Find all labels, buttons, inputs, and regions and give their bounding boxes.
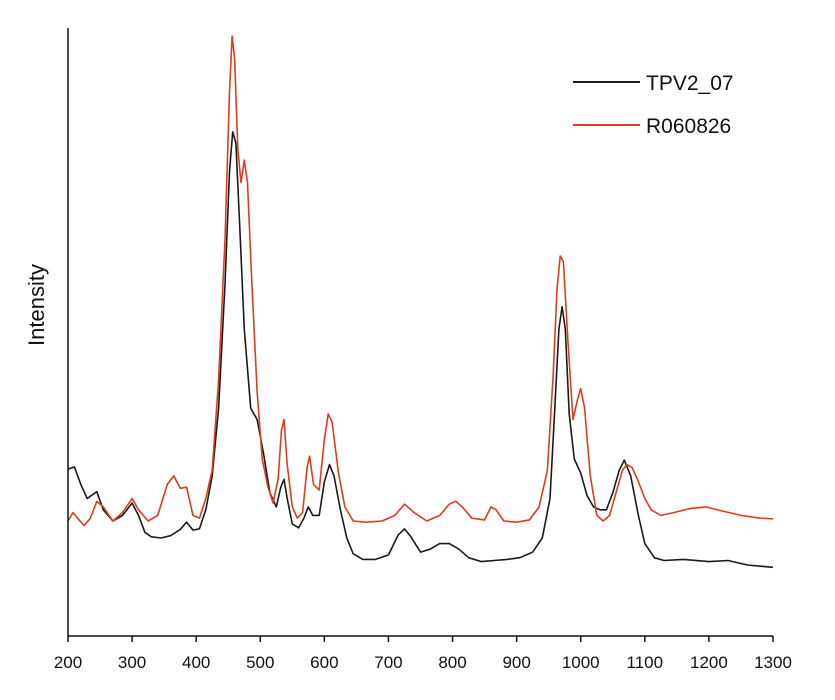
x-tick-label: 500 — [246, 653, 274, 672]
x-tick-label: 700 — [374, 653, 402, 672]
x-tick-label: 1000 — [562, 653, 600, 672]
plot-area: 200 300 400 500 600 700 800 900 1000 1100 1200 1300 — [54, 28, 792, 672]
y-axis-label: Intensity — [24, 264, 49, 346]
x-tick-label: 900 — [502, 653, 530, 672]
x-tick-label: 1300 — [754, 653, 792, 672]
series-layer — [67, 35, 774, 569]
legend-label-2: R060826 — [646, 115, 731, 138]
x-tick-label: 600 — [310, 653, 338, 672]
x-tick-label: 200 — [54, 653, 82, 672]
series-line-1 — [67, 131, 774, 569]
legend-label-1: TPV2_07 — [646, 72, 734, 95]
x-axis-ticks: 200 300 400 500 600 700 800 900 1000 1100 1200 1300 — [54, 636, 792, 672]
series-line-2 — [67, 35, 774, 527]
legend: TPV2_07 R060826 — [573, 72, 734, 138]
x-tick-label: 1200 — [690, 653, 728, 672]
x-tick-label: 800 — [438, 653, 466, 672]
x-tick-label: 1100 — [627, 653, 664, 672]
x-tick-label: 300 — [118, 653, 146, 672]
x-tick-label: 400 — [182, 653, 210, 672]
